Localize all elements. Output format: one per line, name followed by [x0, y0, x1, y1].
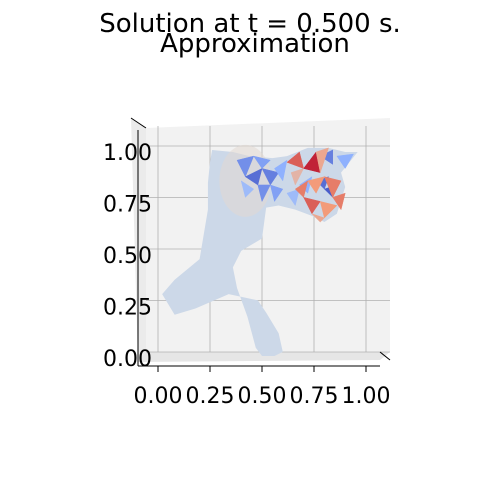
surface-triangle: [244, 168, 263, 186]
x-tick-label: 0.00: [134, 384, 183, 409]
surface-triangle: [311, 213, 325, 223]
surface-triangle: [294, 180, 309, 198]
surface-triangle: [323, 176, 342, 198]
surface-triangle: [236, 155, 255, 178]
solution-surface: [162, 144, 358, 356]
x-tick-label: 0.50: [238, 384, 287, 409]
x-tick-label: 1.00: [342, 384, 391, 409]
y-tick-label: 1.00: [103, 141, 152, 166]
surface-triangle: [240, 180, 255, 198]
surface-triangle: [286, 151, 304, 169]
surface-triangle: [332, 192, 346, 211]
y-tick-label: 0.25: [103, 296, 152, 321]
surface-triangle: [253, 155, 271, 169]
y-tick-label: 0.75: [103, 193, 152, 218]
chart-subtitle: Approximation: [160, 29, 350, 59]
surface-triangle: [274, 159, 288, 182]
x-ticks: 0.00 0.25 0.50 0.75 1.00: [134, 366, 391, 409]
surface-triangle: [303, 196, 321, 215]
x-tick-label: 0.25: [186, 384, 235, 409]
surface-triangle: [269, 184, 284, 203]
y-tick-label: 0.50: [103, 244, 152, 269]
x-tick-label: 0.75: [290, 384, 339, 409]
surface-triangle: [336, 153, 354, 169]
surface-triangle: [257, 184, 271, 203]
corner-axis-bottom: [379, 351, 391, 361]
corner-axis-top: [130, 117, 147, 129]
surface-triangle: [290, 168, 305, 186]
floor-pane: [138, 352, 390, 362]
surface-warm-patch: [219, 144, 272, 217]
y-tick-label: 0.00: [103, 347, 152, 372]
y-ticks: 0.00 0.25 0.50 0.75 1.00: [103, 141, 152, 372]
surface-triangle: [315, 147, 329, 174]
chart-title: Solution at t = 0.500 s.: [99, 9, 401, 39]
surface-triangle: [286, 188, 300, 207]
surface-triangle: [319, 201, 338, 219]
surface-triangle: [261, 168, 280, 186]
surface-triangle: [307, 176, 325, 194]
